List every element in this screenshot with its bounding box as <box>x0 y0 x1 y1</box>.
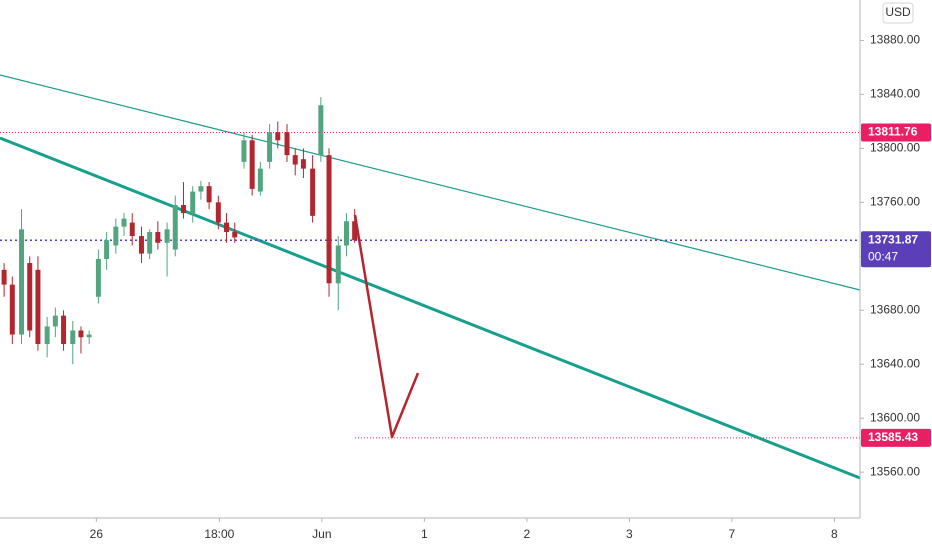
x-tick-label: 1 <box>421 527 428 541</box>
x-tick-label: 8 <box>831 527 838 541</box>
y-tick-label: 13840.00 <box>870 87 920 101</box>
candle-body <box>310 168 316 216</box>
candle-body <box>138 236 144 254</box>
trend-line <box>0 136 861 480</box>
candle-body <box>27 263 33 331</box>
candle-body <box>249 140 255 189</box>
candle-body <box>206 186 212 203</box>
candle-body <box>326 155 332 284</box>
candle-body <box>335 245 341 284</box>
candle-body <box>61 315 67 344</box>
y-tick-label: 13680.00 <box>870 302 920 316</box>
candle-body <box>215 202 221 223</box>
y-tick-label: 13800.00 <box>870 141 920 155</box>
x-tick-label: 3 <box>626 527 633 541</box>
candle-body <box>172 205 178 250</box>
y-tick-label: 13600.00 <box>870 410 920 424</box>
price-label: 13585.43 <box>868 430 918 444</box>
x-tick-label: 26 <box>90 527 104 541</box>
x-tick-label: 2 <box>524 527 531 541</box>
y-tick-label: 13560.00 <box>870 464 920 478</box>
candle-body <box>232 232 238 238</box>
x-tick-label: 7 <box>729 527 736 541</box>
candle-body <box>198 186 204 192</box>
candle-body <box>180 205 186 214</box>
y-tick-label: 13760.00 <box>870 195 920 209</box>
price-label: 13811.76 <box>868 125 918 139</box>
candle-body <box>300 159 306 169</box>
plot-area <box>0 74 861 480</box>
candle-body <box>318 105 324 156</box>
candle-body <box>267 132 273 162</box>
countdown-label: 00:47 <box>868 249 898 263</box>
candle-body <box>78 330 84 338</box>
candle-body <box>19 229 25 335</box>
trend-line <box>0 74 861 291</box>
projection-arrow <box>353 214 420 439</box>
x-tick-label: 18:00 <box>204 527 234 541</box>
candle-body <box>113 226 119 246</box>
candle-body <box>292 155 298 165</box>
candle-body <box>9 284 15 335</box>
candle-body <box>275 132 281 141</box>
candle-body <box>35 269 41 344</box>
candle-body <box>70 330 76 344</box>
candle-body <box>343 221 349 246</box>
candle-body <box>1 269 7 285</box>
candle-body <box>190 191 196 214</box>
price-label-box <box>861 231 931 268</box>
candle-body <box>284 132 290 156</box>
candle-body <box>95 259 101 297</box>
candle-body <box>257 168 263 192</box>
x-tick-label: Jun <box>312 527 331 541</box>
candle-body <box>52 315 58 327</box>
candle-body <box>121 218 127 227</box>
candle-body <box>129 222 135 237</box>
currency-badge[interactable] <box>882 2 914 24</box>
candle-body <box>164 229 170 243</box>
candle-body <box>44 326 50 344</box>
candle-body <box>155 232 161 243</box>
candle-body <box>147 232 153 254</box>
candle-body <box>241 140 247 162</box>
candle-body <box>86 334 92 338</box>
price-label-box <box>861 123 931 142</box>
price-label: 13731.87 <box>868 232 918 246</box>
y-tick-label: 13880.00 <box>870 33 920 47</box>
candle-body <box>104 240 110 259</box>
currency-label: USD <box>885 5 911 19</box>
candle-body <box>352 221 358 241</box>
y-tick-label: 13640.00 <box>870 356 920 370</box>
candle-body <box>224 222 230 233</box>
price-label-box <box>861 428 931 447</box>
